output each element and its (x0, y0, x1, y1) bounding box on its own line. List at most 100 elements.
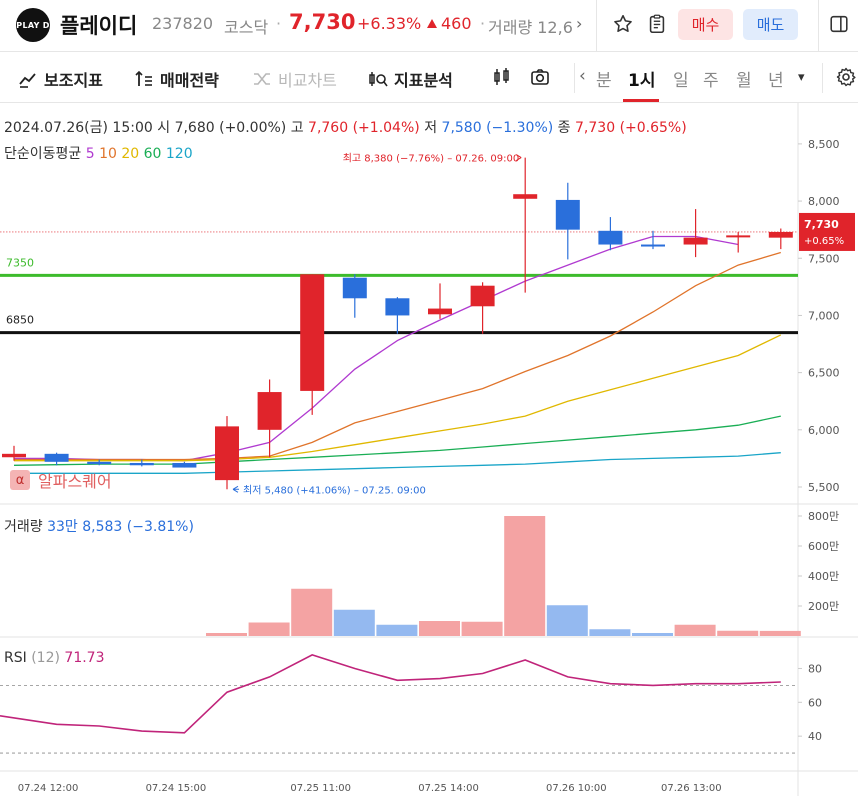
candle (129, 459, 154, 467)
last-price-badge (799, 212, 855, 251)
star-icon[interactable] (612, 13, 634, 35)
ma-line-5 (14, 235, 739, 462)
x-tick-label: 07.25 14:00 (418, 783, 479, 794)
indicators-button[interactable]: 보조지표 (18, 67, 103, 91)
x-tick-label: 07.26 13:00 (661, 783, 722, 794)
ohlc-summary: 2024.07.26(금) 15:00 시 7,680 (+0.00%) 고 7… (4, 117, 687, 137)
ma-line-10 (14, 251, 781, 461)
change-amount: 460 (441, 14, 472, 33)
open-value: 7,680 (174, 120, 215, 136)
hline-label-black: 6850 (6, 314, 34, 327)
candle-body (683, 237, 708, 245)
shuffle-icon (254, 73, 270, 85)
volume-pct: (−3.81%) (126, 519, 194, 535)
analysis-button[interactable]: 지표분석 (368, 67, 453, 91)
candle (385, 297, 410, 334)
separator-dot: · (480, 14, 486, 33)
timeframe-month[interactable]: 월 (736, 71, 752, 91)
timeframe-week[interactable]: 주 (703, 71, 719, 91)
price-tick-label: 7,000 (808, 309, 840, 322)
price-tick-label: 6,000 (808, 424, 840, 437)
side-panel-icon[interactable] (828, 13, 850, 35)
volume-bar (461, 621, 503, 636)
candlestick-type-icon[interactable] (492, 67, 512, 87)
candle-body (641, 244, 665, 247)
chevron-down-icon[interactable]: ▾ (798, 70, 805, 85)
separator-dot: · (276, 14, 282, 33)
low-value: 7,580 (441, 120, 482, 136)
candle-body (129, 462, 154, 466)
chart-toolbar: 보조지표 매매전략 비교차트 지표분석 ‹ 분 1시 일 주 월 년 ▾ (0, 53, 858, 103)
candle (44, 452, 69, 466)
candle-body (428, 308, 452, 315)
candle-body (2, 453, 26, 458)
volume-bar (546, 605, 588, 636)
candle (641, 230, 665, 250)
stock-name: 플레이디 (60, 14, 138, 38)
candle (428, 283, 452, 319)
candle (342, 274, 367, 318)
ma-legend[interactable]: 단순이동평균 5 10 20 60 120 (4, 143, 193, 163)
volume-bar (759, 630, 801, 636)
alphasquare-watermark: α 알파스퀘어 (10, 468, 112, 492)
memo-icon[interactable] (646, 13, 668, 35)
timeframe-day[interactable]: 일 (673, 71, 689, 91)
timeframe-year[interactable]: 년 (768, 71, 784, 91)
last-price-value: 7,730 (804, 218, 839, 231)
candle-body (87, 461, 112, 465)
price-tick-label: 7,500 (808, 252, 840, 265)
buy-button[interactable]: 매수 (678, 9, 733, 40)
divider (596, 0, 597, 52)
volume-bar (291, 588, 333, 636)
volume-bar (419, 621, 460, 636)
volume-summary-panel: 거래량 33만 8,583 (−3.81%) (4, 516, 194, 536)
timeframe-minute[interactable]: 분 (596, 71, 612, 91)
candle (257, 379, 282, 458)
candle-body (726, 235, 751, 238)
volume-bar (589, 629, 631, 636)
candle (215, 416, 239, 490)
gear-icon[interactable] (836, 67, 856, 87)
open-label: 시 (157, 120, 171, 136)
volume-tick-label: 200만 (808, 600, 839, 613)
volume-label: 거래량 (4, 519, 43, 535)
chevron-right-icon[interactable]: › (576, 14, 583, 33)
candle (513, 157, 538, 293)
last-price-pct: +0.65% (804, 236, 844, 247)
high-value: 7,760 (308, 120, 349, 136)
volume-value: 33만 8,583 (47, 519, 123, 535)
candle (768, 228, 793, 250)
low-label: 저 (424, 120, 438, 136)
volume-bar (717, 630, 759, 636)
chevron-left-icon[interactable]: ‹ (579, 66, 586, 86)
candle-body (513, 194, 538, 199)
price-chart[interactable]: 8,500 8,000 7,500 7,000 6,500 6,000 5,500 7350 6… (0, 103, 858, 796)
ma-period-10: 10 (94, 146, 117, 162)
x-tick-label: 07.26 10:00 (546, 783, 607, 794)
ma-label: 단순이동평균 (4, 146, 82, 162)
low-arrow-icon (232, 485, 239, 493)
camera-icon[interactable] (530, 67, 550, 87)
candle-date: 2024.07.26(금) 15:00 (4, 120, 153, 136)
strategy-button[interactable]: 매매전략 (134, 67, 219, 91)
volume-tick-label: 800만 (808, 510, 839, 523)
low-annotation: 최저 5,480 (+41.06%) – 07.25. 09:00 (243, 484, 426, 496)
high-annotation: 최고 8,380 (−7.76%) – 07.26. 09:00 (343, 153, 520, 165)
stock-code: 237820 (152, 14, 214, 33)
candle-body (385, 298, 410, 316)
market-label: 코스닥 (224, 18, 269, 37)
candle (2, 445, 26, 461)
compare-button[interactable]: 비교차트 (252, 67, 337, 91)
price-tick-label: 6,500 (808, 367, 840, 380)
timeframe-hour[interactable]: 1시 (628, 71, 656, 91)
open-pct: (+0.00%) (219, 120, 287, 136)
volume-bar (674, 624, 716, 636)
strategy-icon (135, 70, 152, 86)
close-pct: (+0.65%) (619, 120, 687, 136)
divider (818, 0, 819, 52)
candle-body (172, 462, 197, 468)
sell-button[interactable]: 매도 (743, 9, 798, 40)
rsi-line (0, 654, 781, 734)
ma-period-5: 5 (85, 146, 95, 162)
volume-bar (376, 624, 418, 636)
